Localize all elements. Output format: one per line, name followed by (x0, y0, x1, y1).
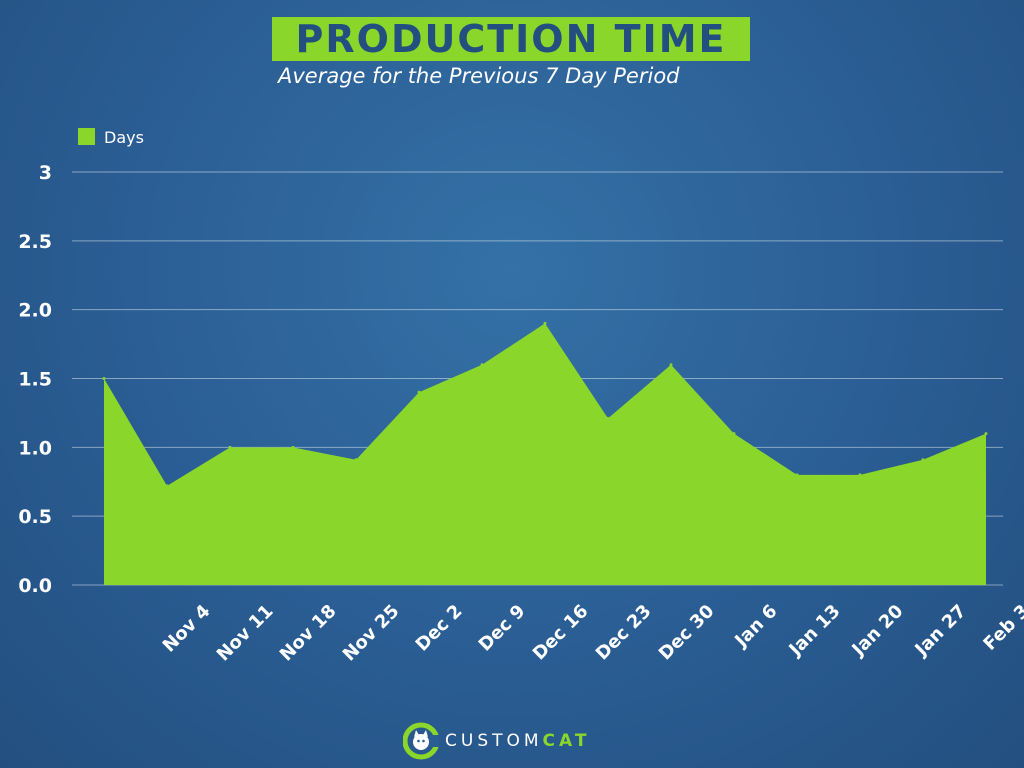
data-point (543, 321, 547, 325)
logo-word-custom: CUSTOM (445, 731, 543, 751)
y-tick-label: 1.0 (18, 437, 52, 459)
x-tick-label: Jan 20 (847, 601, 908, 662)
logo-wordmark: CUSTOMCAT (445, 731, 590, 751)
data-point (291, 445, 295, 449)
data-point (984, 432, 988, 436)
y-tick-label: 1.5 (18, 369, 52, 391)
data-point (228, 445, 232, 449)
data-point (858, 473, 862, 477)
customcat-logo: CUSTOMCAT (403, 719, 590, 763)
legend-label-days: Days (104, 128, 144, 147)
data-point (417, 390, 421, 394)
area-days (104, 323, 986, 585)
data-point (165, 484, 169, 488)
legend: Days (78, 128, 144, 147)
y-tick-label: 3 (39, 162, 52, 184)
logo-word-cat: CAT (542, 731, 591, 751)
x-tick-label: Nov 4 (159, 601, 215, 657)
data-point (921, 458, 925, 462)
data-point (669, 363, 673, 367)
x-tick-label: Jan 6 (730, 601, 782, 653)
legend-swatch (78, 128, 95, 145)
area-series (102, 321, 988, 585)
data-point (795, 473, 799, 477)
chart-subtitle: Average for the Previous 7 Day Period (278, 64, 680, 88)
data-point (102, 377, 106, 380)
y-axis-ticks: 0.0 0.5 1.0 1.5 2.0 2.5 3 (18, 162, 52, 597)
y-tick-label: 2.0 (18, 300, 52, 322)
data-point (480, 363, 484, 367)
data-point (606, 416, 610, 420)
y-tick-label: 0.0 (18, 575, 52, 597)
x-tick-label: Dec 2 (412, 601, 467, 656)
x-tick-label: Nov 25 (339, 601, 404, 666)
x-tick-label: Dec 16 (529, 601, 593, 665)
chart-title: PRODUCTION TIME (295, 17, 727, 61)
x-tick-label: Feb 3 (979, 601, 1024, 655)
x-tick-label: Nov 18 (276, 601, 341, 666)
x-tick-label: Nov 11 (213, 601, 278, 666)
x-tick-label: Jan 13 (784, 601, 845, 662)
data-point (732, 432, 736, 436)
y-tick-label: 2.5 (18, 231, 52, 253)
x-tick-label: Dec 30 (655, 601, 719, 665)
data-point (354, 458, 358, 462)
title-banner: PRODUCTION TIME (272, 17, 750, 61)
x-tick-label: Jan 27 (910, 601, 971, 662)
x-tick-label: Dec 9 (475, 601, 530, 656)
cat-logo-icon (403, 722, 439, 760)
y-tick-label: 0.5 (18, 506, 52, 528)
x-tick-label: Dec 23 (592, 601, 656, 665)
